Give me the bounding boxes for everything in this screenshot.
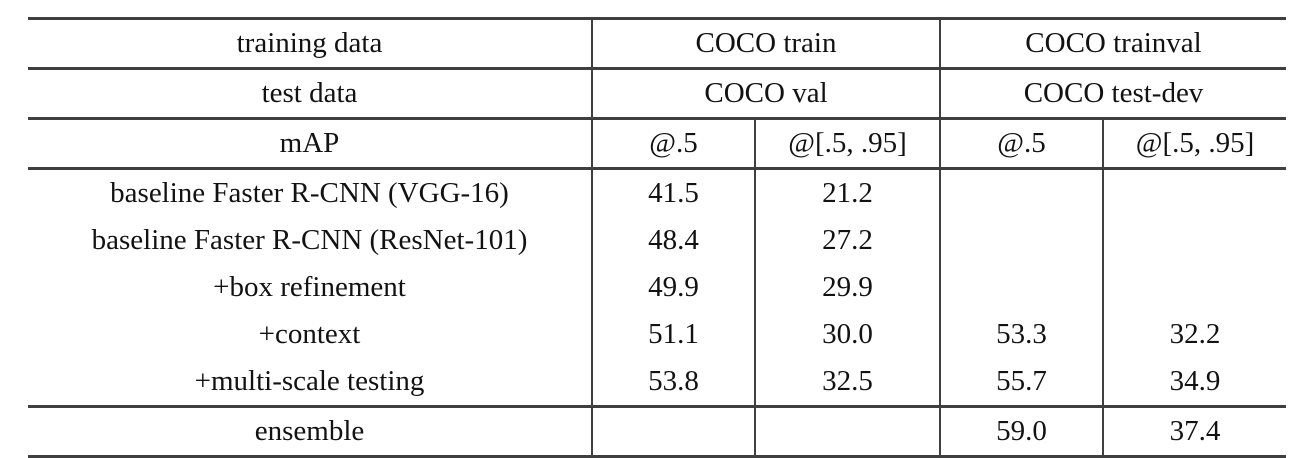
row-label: +multi-scale testing <box>28 358 593 408</box>
map-at-05-095-header: @[.5, .95] <box>755 118 941 170</box>
cell-value <box>940 217 1104 264</box>
coco-val-group-header: COCO val <box>592 68 941 120</box>
test-data-label: test data <box>28 68 593 120</box>
table-row: baseline Faster R-CNN (ResNet-101) 48.4 … <box>28 217 1286 264</box>
cell-value: 53.8 <box>592 358 756 408</box>
table-row: ensemble 59.0 37.4 <box>28 406 1286 458</box>
results-table: training data COCO train COCO trainval t… <box>28 17 1286 458</box>
cell-value: 48.4 <box>592 217 756 264</box>
cell-value <box>755 406 941 458</box>
row-label: baseline Faster R-CNN (VGG-16) <box>28 168 593 217</box>
cell-value: 49.9 <box>592 264 756 311</box>
header-row-training-data: training data COCO train COCO trainval <box>28 18 1286 70</box>
table-row: +multi-scale testing 53.8 32.5 55.7 34.9 <box>28 358 1286 408</box>
table-row: +context 51.1 30.0 53.3 32.2 <box>28 311 1286 358</box>
cell-value <box>1103 169 1286 218</box>
cell-value: 59.0 <box>940 406 1104 458</box>
cell-value: 55.7 <box>940 358 1104 408</box>
cell-value: 32.5 <box>755 358 941 408</box>
map-at-05-testdev-header: @.5 <box>940 118 1104 170</box>
table-row: +box refinement 49.9 29.9 <box>28 264 1286 311</box>
cell-value <box>1103 217 1286 264</box>
map-at-05-095-testdev-header: @[.5, .95] <box>1103 118 1286 170</box>
training-data-label: training data <box>28 18 593 70</box>
cell-value: 21.2 <box>755 168 941 217</box>
coco-train-group-header: COCO train <box>592 18 941 70</box>
cell-value: 51.1 <box>592 311 756 358</box>
row-label: ensemble <box>28 406 593 458</box>
coco-testdev-group-header: COCO test-dev <box>940 68 1286 120</box>
map-at-05-header: @.5 <box>592 118 756 170</box>
coco-trainval-group-header: COCO trainval <box>940 18 1286 70</box>
row-label: baseline Faster R-CNN (ResNet-101) <box>28 217 593 264</box>
cell-value <box>592 406 756 458</box>
cell-value <box>1103 264 1286 311</box>
header-row-test-data: test data COCO val COCO test-dev <box>28 68 1286 120</box>
table-row: baseline Faster R-CNN (VGG-16) 41.5 21.2 <box>28 168 1286 218</box>
cell-value: 27.2 <box>755 217 941 264</box>
cell-value: 30.0 <box>755 311 941 358</box>
cell-value: 29.9 <box>755 264 941 311</box>
cell-value: 34.9 <box>1103 358 1286 408</box>
cell-value: 32.2 <box>1169 318 1221 350</box>
cell-value <box>940 264 1104 311</box>
cell-value: 41.5 <box>592 168 756 217</box>
cell-value: 37.4 <box>1103 406 1286 458</box>
row-label: +context <box>28 311 593 358</box>
map-label: mAP <box>28 118 593 170</box>
row-label: +box refinement <box>28 264 593 311</box>
cell-value <box>940 168 1104 217</box>
cell-value: 53.3 <box>940 311 1104 358</box>
header-row-map: mAP @.5 @[.5, .95] @.5 @[.5, .95] <box>28 118 1286 170</box>
